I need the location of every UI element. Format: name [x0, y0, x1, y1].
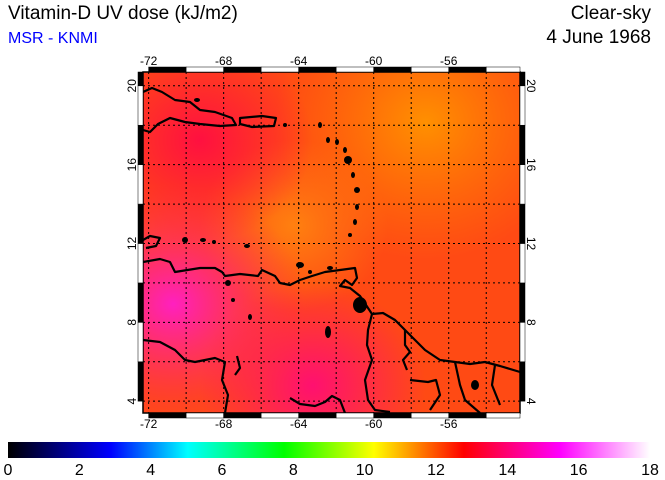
frame-segment [519, 71, 526, 87]
colorbar-tick-label: 16 [570, 462, 588, 479]
lon-tick-label-bottom: -60 [365, 417, 383, 431]
colorbar-tick-label: 18 [641, 462, 659, 479]
lat-tick-label-right: 8 [524, 319, 538, 326]
date-label: 4 June 1968 [546, 27, 651, 48]
coastlines [143, 86, 520, 413]
lat-tick-label-right: 20 [524, 79, 538, 93]
lat-tick-label-right: 4 [524, 398, 538, 405]
islands [182, 98, 479, 390]
lat-tick-label-left: 12 [125, 236, 139, 250]
frame-segment [519, 282, 526, 323]
frame-segment [137, 282, 144, 323]
frame-segment [519, 322, 526, 363]
lon-tick-label-top: -68 [215, 54, 233, 68]
uv-dose-field [143, 72, 520, 413]
sky-condition-label: Clear-sky [570, 3, 651, 24]
colorbar-tick-label: 14 [498, 462, 516, 479]
frame-segment [137, 71, 144, 87]
lat-tick-label-right: 12 [524, 237, 538, 251]
frame-segment [519, 361, 526, 402]
axis-labels: -72 -72 -68 -68 -64 -64 -60 -60 -56 -56 4 4 8 8 12 12 16… [125, 54, 538, 431]
frame-segment [137, 361, 144, 402]
lat-tick-label-left: 16 [125, 158, 139, 172]
frame-segment [485, 412, 521, 419]
lon-tick-label-top: -56 [440, 54, 458, 68]
lon-tick-label-bottom: -72 [140, 417, 158, 431]
lon-tick-label-top: -60 [365, 54, 383, 68]
lon-tick-label-top: -72 [140, 54, 158, 68]
lon-tick-label-bottom: -68 [215, 417, 233, 431]
lat-tick-label-right: 16 [524, 158, 538, 172]
colorbar-tick-label: 4 [146, 462, 155, 479]
lon-tick-label-bottom: -64 [290, 417, 308, 431]
colorbar-tick-label: 8 [289, 462, 298, 479]
colorbar-tick-label: 6 [218, 462, 227, 479]
frame-border-ticks [137, 66, 526, 419]
lon-tick-label-bottom: -56 [440, 417, 458, 431]
colorbar-labels: 0 2 4 6 8 10 12 14 16 18 [4, 462, 659, 479]
frame-segment [485, 66, 521, 73]
map-title: Vitamin-D UV dose (kJ/m2) [8, 3, 238, 24]
colorbar-tick-label: 2 [75, 462, 84, 479]
frame-segment [137, 322, 144, 363]
source-label: MSR - KNMI [8, 30, 98, 47]
colorbar-tick-label: 10 [356, 462, 374, 479]
colorbar-tick-label: 12 [427, 462, 445, 479]
lat-tick-label-left: 8 [125, 319, 139, 326]
lon-tick-label-top: -64 [290, 54, 308, 68]
colorbar-tick-label: 0 [4, 462, 13, 479]
lat-tick-label-left: 4 [125, 398, 139, 405]
lat-tick-label-left: 20 [125, 79, 139, 93]
colorbar [8, 442, 650, 458]
graticule [143, 72, 520, 413]
